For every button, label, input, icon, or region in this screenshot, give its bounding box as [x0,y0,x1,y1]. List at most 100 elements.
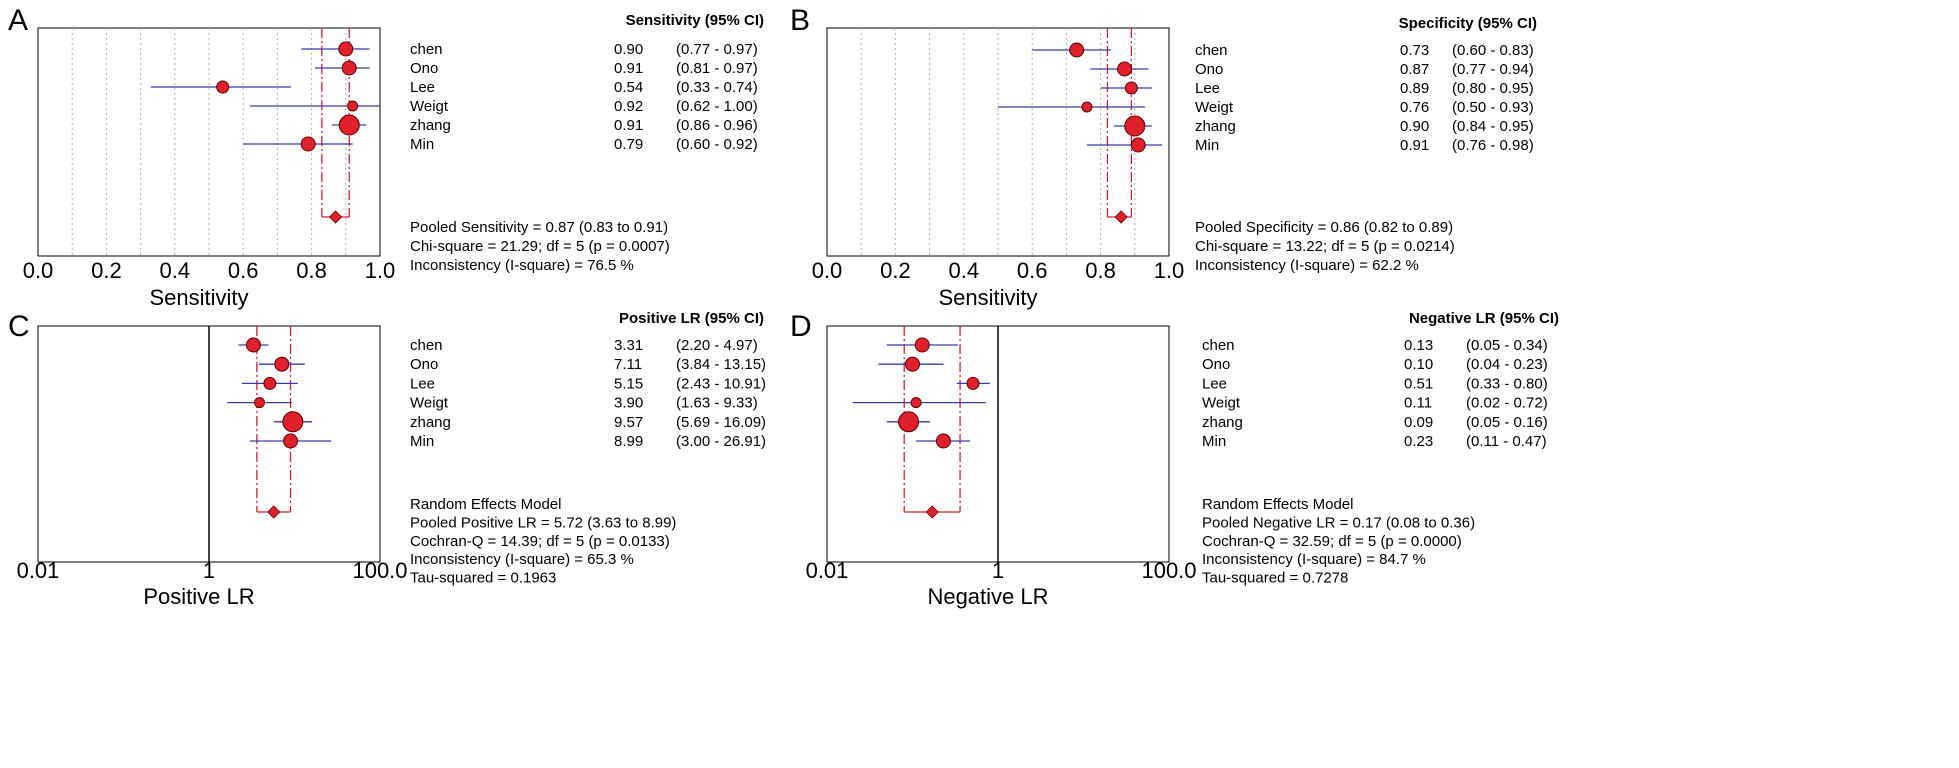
study-estimate: 9.57 [614,414,643,431]
column-header: Positive LR (95% CI) [619,310,764,327]
forest-plot-A: A Sensitivity (95% CI) chen 0.90 (0.77 - 0.9… [8,4,764,310]
study-name: Lee [410,375,435,392]
column-header: Sensitivity (95% CI) [626,12,764,29]
study-point [1130,137,1146,153]
study-point [905,356,920,372]
study-estimate: 0.13 [1404,337,1433,354]
study-point [254,397,266,409]
study-point [914,337,930,353]
study-point [338,114,360,136]
study-name: Min [1195,137,1219,154]
x-tick-label: 1 [992,558,1004,583]
x-tick-label: 0.8 [296,258,327,283]
summary-line: Chi-square = 21.29; df = 5 (p = 0.0007) [410,238,670,255]
x-tick-label: 1 [203,558,215,583]
study-ci: (3.84 - 13.15) [676,356,766,373]
panel-label: D [790,310,812,343]
study-estimate: 0.79 [614,136,643,153]
study-name: Lee [410,79,435,96]
study-ci: (0.60 - 0.92) [676,136,758,153]
study-name: zhang [410,414,451,431]
pooled-diamond [267,505,281,519]
study-name: Ono [410,60,438,77]
study-estimate: 0.89 [1400,80,1429,97]
pooled-diamond [1114,210,1128,224]
summary-line: Chi-square = 13.22; df = 5 (p = 0.0214) [1195,238,1455,255]
x-tick-label: 0.4 [160,258,191,283]
study-ci: (0.62 - 1.00) [676,98,758,115]
x-tick-label: 0.0 [23,258,54,283]
column-header: Specificity (95% CI) [1399,15,1537,32]
study-ci: (0.77 - 0.97) [676,41,758,58]
study-point [216,80,230,94]
study-name: Weigt [410,98,449,115]
column-header: Negative LR (95% CI) [1409,310,1559,327]
study-estimate: 0.91 [614,60,643,77]
summary-line: Inconsistency (I-square) = 76.5 % [410,257,634,274]
study-estimate: 0.10 [1404,356,1433,373]
study-name: zhang [1202,414,1243,431]
x-axis-label: Negative LR [927,584,1048,609]
summary-line: Pooled Negative LR = 0.17 (0.08 to 0.36) [1202,514,1475,531]
study-ci: (0.80 - 0.95) [1452,80,1534,97]
study-estimate: 0.92 [614,98,643,115]
study-name: chen [410,41,443,58]
study-name: Ono [1195,61,1223,78]
study-point [898,411,920,433]
study-name: Lee [1195,80,1220,97]
study-estimate: 0.73 [1400,42,1429,59]
study-estimate: 0.87 [1400,61,1429,78]
study-name: Min [410,433,434,450]
study-point [300,136,316,152]
x-tick-label: 0.8 [1085,258,1116,283]
study-name: Min [410,136,434,153]
study-name: zhang [410,117,451,134]
study-point [274,356,290,372]
study-estimate: 0.76 [1400,99,1429,116]
study-ci: (0.02 - 0.72) [1466,395,1548,412]
study-ci: (0.86 - 0.96) [676,117,758,134]
study-ci: (0.04 - 0.23) [1466,356,1548,373]
study-estimate: 0.90 [614,41,643,58]
study-point [347,100,359,112]
x-axis-label: Sensitivity [938,285,1037,310]
x-tick-label: 0.0 [812,258,843,283]
pooled-diamond [328,210,343,224]
study-point [1069,42,1085,58]
study-estimate: 0.23 [1404,433,1433,450]
study-ci: (0.84 - 0.95) [1452,118,1534,135]
study-name: Lee [1202,375,1227,392]
study-estimate: 0.91 [1400,137,1429,154]
forest-plot-D: D Negative LR (95% CI) chen 0.13 (0.05 - 0.3… [790,310,1559,609]
panel-label: A [8,4,28,37]
study-ci: (0.05 - 0.16) [1466,414,1548,431]
study-name: Min [1202,433,1226,450]
panel-label: C [8,310,30,343]
study-estimate: 0.54 [614,79,643,96]
study-ci: (0.11 - 0.47) [1466,433,1547,450]
x-tick-label: 0.4 [949,258,980,283]
study-estimate: 5.15 [614,375,643,392]
study-ci: (0.33 - 0.74) [676,79,758,96]
x-tick-label: 0.01 [17,558,60,583]
study-ci: (0.50 - 0.93) [1452,99,1534,116]
study-point [910,397,922,409]
x-tick-label: 0.2 [91,258,122,283]
study-name: chen [410,337,443,354]
summary-line: Random Effects Model [410,496,561,513]
study-ci: (3.00 - 26.91) [676,433,766,450]
x-tick-label: 100.0 [352,558,407,583]
study-point [282,411,304,433]
summary-line: Cochran-Q = 14.39; df = 5 (p = 0.0133) [410,533,670,550]
study-name: zhang [1195,118,1236,135]
study-point [1081,101,1093,113]
x-tick-label: 0.2 [880,258,911,283]
summary-line: Cochran-Q = 32.59; df = 5 (p = 0.0000) [1202,533,1462,550]
study-name: Weigt [1195,99,1234,116]
study-estimate: 3.90 [614,395,643,412]
study-point [341,60,357,76]
summary-line: Inconsistency (I-square) = 84.7 % [1202,551,1426,568]
study-estimate: 3.31 [614,337,643,354]
study-ci: (2.20 - 4.97) [676,337,758,354]
